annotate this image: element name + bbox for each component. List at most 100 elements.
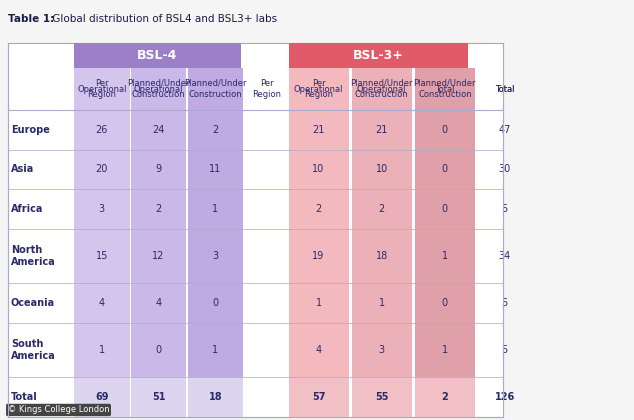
Text: Global distribution of BSL4 and BSL3+ labs: Global distribution of BSL4 and BSL3+ la… <box>49 14 277 24</box>
FancyBboxPatch shape <box>415 189 475 229</box>
Text: Planned/Under
Construction: Planned/Under Construction <box>413 79 476 99</box>
Text: 24: 24 <box>152 125 165 135</box>
FancyBboxPatch shape <box>352 283 411 323</box>
Text: 3: 3 <box>99 204 105 214</box>
FancyBboxPatch shape <box>188 189 243 229</box>
Text: 1: 1 <box>212 345 219 355</box>
FancyBboxPatch shape <box>415 110 475 150</box>
FancyBboxPatch shape <box>352 377 411 417</box>
Text: 55: 55 <box>375 392 389 402</box>
Text: Oceania: Oceania <box>11 298 55 308</box>
FancyBboxPatch shape <box>131 283 186 323</box>
FancyBboxPatch shape <box>288 110 349 150</box>
Text: 5: 5 <box>501 345 508 355</box>
Text: South
America: South America <box>11 339 56 360</box>
Text: 26: 26 <box>96 125 108 135</box>
Text: 3: 3 <box>378 345 385 355</box>
Text: BSL-4: BSL-4 <box>137 49 178 62</box>
FancyBboxPatch shape <box>352 229 411 283</box>
Text: Per
Region: Per Region <box>87 79 116 99</box>
FancyBboxPatch shape <box>288 229 349 283</box>
Text: Europe: Europe <box>11 125 49 135</box>
Text: 4: 4 <box>99 298 105 308</box>
Text: 21: 21 <box>313 125 325 135</box>
FancyBboxPatch shape <box>131 110 186 150</box>
Text: Per
Region: Per Region <box>252 79 281 99</box>
Text: Planned/Under
Construction: Planned/Under Construction <box>127 79 190 99</box>
Text: 3: 3 <box>212 251 219 261</box>
FancyBboxPatch shape <box>74 110 129 150</box>
Text: North
America: North America <box>11 245 56 267</box>
FancyBboxPatch shape <box>188 229 243 283</box>
FancyBboxPatch shape <box>131 229 186 283</box>
FancyBboxPatch shape <box>74 323 129 377</box>
FancyBboxPatch shape <box>131 150 186 189</box>
Text: 1: 1 <box>442 251 448 261</box>
FancyBboxPatch shape <box>288 150 349 189</box>
Text: Total: Total <box>495 84 515 94</box>
FancyBboxPatch shape <box>74 68 129 110</box>
FancyBboxPatch shape <box>131 377 186 417</box>
Text: 0: 0 <box>442 164 448 174</box>
FancyBboxPatch shape <box>415 323 475 377</box>
Text: 2: 2 <box>378 204 385 214</box>
Text: 47: 47 <box>498 125 511 135</box>
Text: Asia: Asia <box>11 164 34 174</box>
Text: 5: 5 <box>501 298 508 308</box>
FancyBboxPatch shape <box>288 283 349 323</box>
Text: Operational: Operational <box>134 84 183 94</box>
FancyBboxPatch shape <box>288 68 349 110</box>
Text: 10: 10 <box>375 164 388 174</box>
Text: 0: 0 <box>212 298 219 308</box>
FancyBboxPatch shape <box>188 323 243 377</box>
Text: BSL-3+: BSL-3+ <box>353 49 404 62</box>
FancyBboxPatch shape <box>188 150 243 189</box>
Text: 2: 2 <box>212 125 219 135</box>
Text: © Kings College London: © Kings College London <box>8 405 109 415</box>
FancyBboxPatch shape <box>288 323 349 377</box>
Text: 0: 0 <box>155 345 162 355</box>
FancyBboxPatch shape <box>288 43 469 68</box>
FancyBboxPatch shape <box>188 283 243 323</box>
FancyBboxPatch shape <box>74 283 129 323</box>
Text: 57: 57 <box>312 392 325 402</box>
FancyBboxPatch shape <box>188 110 243 150</box>
Text: Operational: Operational <box>357 84 406 94</box>
FancyBboxPatch shape <box>352 323 411 377</box>
FancyBboxPatch shape <box>131 68 186 110</box>
Text: 30: 30 <box>499 164 511 174</box>
FancyBboxPatch shape <box>131 189 186 229</box>
Text: Planned/Under
Construction: Planned/Under Construction <box>351 79 413 99</box>
Text: Total: Total <box>11 392 37 402</box>
Text: 21: 21 <box>375 125 388 135</box>
Text: 2: 2 <box>155 204 162 214</box>
Text: 18: 18 <box>209 392 222 402</box>
Text: 1: 1 <box>316 298 321 308</box>
Text: 2: 2 <box>316 204 321 214</box>
FancyBboxPatch shape <box>415 229 475 283</box>
FancyBboxPatch shape <box>74 189 129 229</box>
FancyBboxPatch shape <box>74 150 129 189</box>
Text: Table 1:: Table 1: <box>8 14 54 24</box>
Text: Total: Total <box>435 84 455 94</box>
FancyBboxPatch shape <box>131 323 186 377</box>
Text: Africa: Africa <box>11 204 43 214</box>
Text: 4: 4 <box>155 298 162 308</box>
Text: 15: 15 <box>96 251 108 261</box>
Text: 10: 10 <box>313 164 325 174</box>
Text: 1: 1 <box>99 345 105 355</box>
FancyBboxPatch shape <box>74 229 129 283</box>
FancyBboxPatch shape <box>352 110 411 150</box>
Text: 20: 20 <box>96 164 108 174</box>
FancyBboxPatch shape <box>8 43 503 417</box>
Text: 19: 19 <box>313 251 325 261</box>
FancyBboxPatch shape <box>188 377 243 417</box>
Text: 0: 0 <box>442 125 448 135</box>
Text: 34: 34 <box>499 251 511 261</box>
Text: 5: 5 <box>501 204 508 214</box>
Text: 1: 1 <box>378 298 385 308</box>
FancyBboxPatch shape <box>288 377 349 417</box>
Text: 0: 0 <box>442 204 448 214</box>
Text: 9: 9 <box>155 164 162 174</box>
FancyBboxPatch shape <box>352 68 411 110</box>
